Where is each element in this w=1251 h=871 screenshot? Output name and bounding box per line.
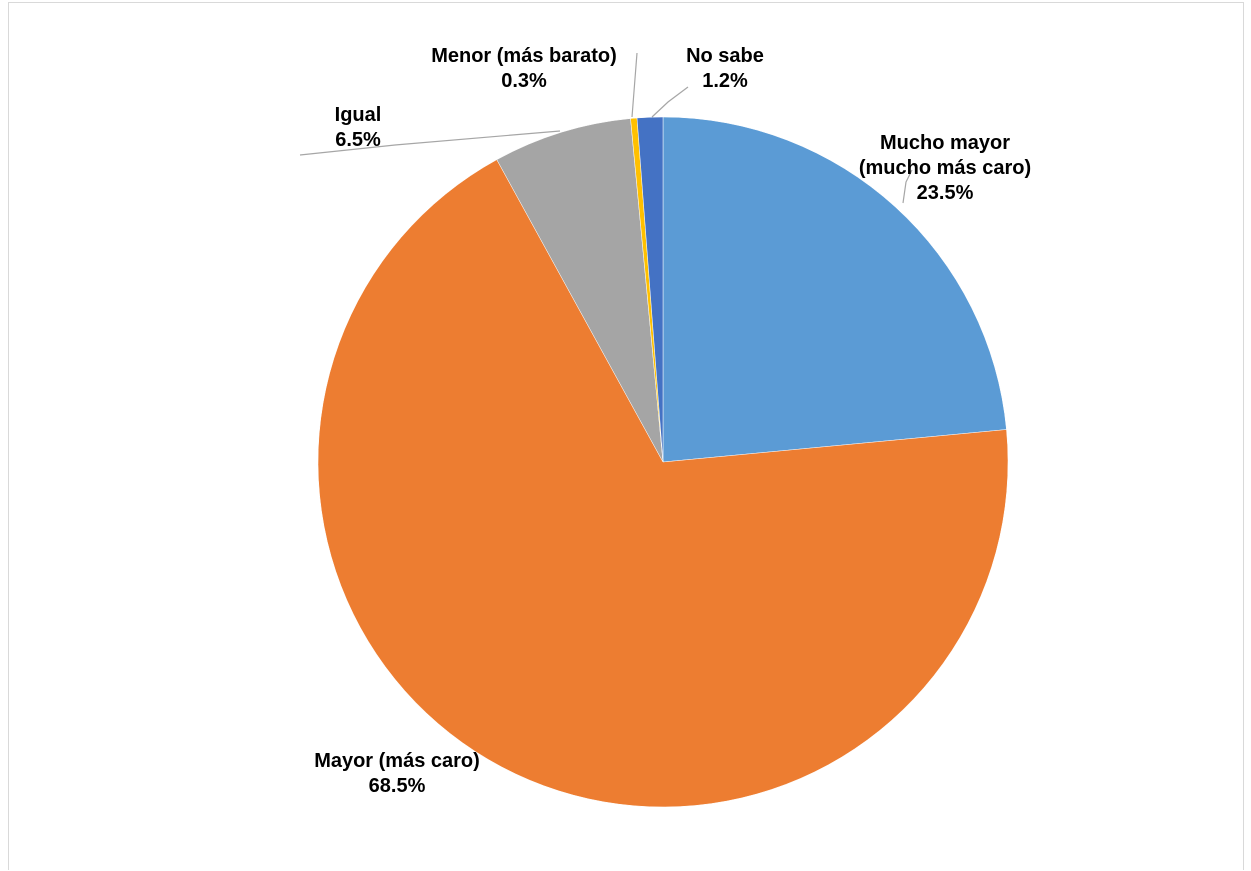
data-label-value-5: 1.2%	[702, 70, 748, 92]
leader-line-4	[631, 52, 638, 118]
data-label-value-4: 0.3%	[501, 70, 547, 92]
pie-slice-3	[496, 118, 664, 463]
pie-slice-2	[317, 159, 1009, 808]
data-label-category-5: No sabe	[686, 45, 764, 67]
data-label-category-1: (mucho más caro)	[859, 157, 1031, 179]
leader-line-5	[651, 86, 689, 118]
data-labels: Mucho mayor (mucho más caro) 23.5% Mayor (m…	[314, 45, 1031, 797]
leader-line-3	[299, 130, 561, 156]
data-label-category-2: Mayor (más caro)	[314, 750, 480, 772]
data-label-value-1: 23.5%	[917, 182, 974, 204]
data-label-category-1: Mucho mayor	[880, 132, 1010, 154]
data-label-value-3: 6.5%	[335, 129, 381, 151]
pie-slice-5	[636, 116, 664, 463]
pie-slice-1	[662, 116, 1007, 463]
leader-lines	[299, 52, 913, 204]
leader-line-1	[902, 169, 913, 204]
data-label-value-2: 68.5%	[369, 775, 426, 797]
data-label-category-4: Menor (más barato)	[431, 45, 617, 67]
pie-slices	[317, 116, 1009, 808]
data-label-category-3: Igual	[335, 104, 382, 126]
